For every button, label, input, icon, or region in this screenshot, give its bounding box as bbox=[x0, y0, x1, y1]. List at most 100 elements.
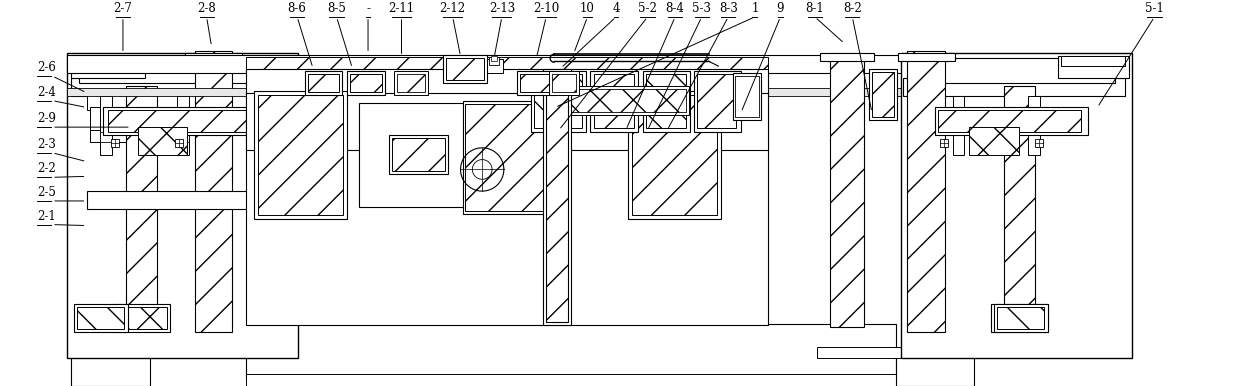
Text: 2-8: 2-8 bbox=[197, 2, 216, 15]
Bar bbox=[991, 304, 1048, 332]
Bar bbox=[195, 51, 232, 332]
Bar bbox=[872, 72, 894, 117]
Bar bbox=[246, 96, 768, 150]
Bar bbox=[246, 69, 768, 325]
Bar bbox=[71, 357, 150, 386]
Text: 8-3: 8-3 bbox=[719, 2, 738, 15]
Text: 2-5: 2-5 bbox=[37, 186, 56, 199]
Bar bbox=[543, 69, 570, 325]
Bar bbox=[190, 53, 237, 58]
Bar bbox=[443, 55, 487, 83]
Bar bbox=[817, 347, 990, 359]
Text: 2-10: 2-10 bbox=[533, 2, 559, 15]
Text: 2-12: 2-12 bbox=[440, 2, 466, 15]
Text: 2-4: 2-4 bbox=[37, 86, 56, 98]
Bar bbox=[1061, 56, 1125, 66]
Bar bbox=[546, 71, 568, 322]
Bar bbox=[552, 74, 575, 92]
Bar bbox=[67, 88, 952, 96]
Bar bbox=[388, 135, 448, 174]
Bar bbox=[999, 305, 1040, 327]
Bar bbox=[564, 89, 686, 112]
Bar bbox=[560, 86, 689, 115]
Bar bbox=[820, 53, 874, 61]
Bar bbox=[830, 53, 864, 327]
Text: 8-5: 8-5 bbox=[327, 2, 346, 15]
Bar bbox=[360, 103, 477, 207]
Text: 1: 1 bbox=[751, 2, 759, 15]
Bar bbox=[246, 325, 895, 376]
Text: 2-3: 2-3 bbox=[37, 138, 56, 151]
Bar bbox=[91, 130, 140, 142]
Bar bbox=[73, 304, 128, 332]
Bar bbox=[87, 191, 249, 209]
Bar bbox=[895, 357, 975, 386]
Bar bbox=[246, 324, 895, 378]
Text: 8-4: 8-4 bbox=[666, 2, 684, 15]
Bar bbox=[646, 74, 686, 128]
Text: 4: 4 bbox=[613, 2, 620, 15]
Text: 8-2: 8-2 bbox=[843, 2, 862, 15]
Bar bbox=[100, 132, 112, 142]
Bar bbox=[517, 71, 554, 95]
Bar bbox=[937, 110, 1080, 132]
Bar bbox=[632, 95, 718, 215]
Bar bbox=[697, 74, 737, 128]
Bar bbox=[869, 69, 897, 120]
Bar bbox=[73, 56, 140, 66]
Bar bbox=[67, 53, 298, 359]
Bar bbox=[393, 71, 428, 95]
Text: 8-1: 8-1 bbox=[806, 2, 825, 15]
Text: 2-13: 2-13 bbox=[489, 2, 515, 15]
Bar bbox=[952, 96, 965, 155]
Bar bbox=[463, 101, 551, 214]
Bar bbox=[903, 53, 950, 58]
Text: -: - bbox=[366, 2, 370, 15]
Bar bbox=[175, 139, 184, 147]
Bar bbox=[825, 53, 869, 58]
Bar bbox=[489, 57, 498, 65]
Bar bbox=[117, 307, 167, 329]
Bar bbox=[970, 127, 1018, 155]
Bar bbox=[78, 58, 285, 83]
Text: 2-1: 2-1 bbox=[37, 210, 56, 223]
Bar bbox=[590, 71, 637, 132]
Bar bbox=[642, 71, 689, 132]
Bar bbox=[994, 304, 1048, 332]
Bar bbox=[534, 74, 582, 128]
Text: 2-7: 2-7 bbox=[114, 2, 133, 15]
Bar bbox=[112, 139, 119, 147]
Bar bbox=[520, 74, 551, 92]
Text: 5-1: 5-1 bbox=[1145, 2, 1164, 15]
Bar bbox=[487, 59, 503, 73]
Bar bbox=[365, 105, 472, 204]
Bar bbox=[900, 53, 1132, 359]
Text: 10: 10 bbox=[580, 2, 595, 15]
Bar bbox=[549, 71, 579, 95]
Bar bbox=[77, 307, 124, 329]
Bar bbox=[108, 110, 250, 132]
Bar bbox=[909, 58, 1115, 83]
Bar bbox=[397, 74, 425, 92]
Bar bbox=[103, 107, 255, 135]
Bar bbox=[908, 51, 945, 332]
Bar bbox=[71, 78, 295, 96]
Bar bbox=[465, 103, 548, 211]
Bar bbox=[246, 93, 768, 150]
Bar bbox=[113, 304, 170, 332]
Bar bbox=[67, 55, 952, 73]
Bar bbox=[935, 107, 1087, 135]
Bar bbox=[446, 58, 484, 80]
Bar bbox=[185, 53, 242, 61]
Bar bbox=[1035, 139, 1043, 147]
Bar bbox=[177, 96, 188, 155]
Bar bbox=[258, 95, 343, 215]
Bar bbox=[305, 71, 342, 95]
Text: 9: 9 bbox=[776, 2, 784, 15]
Bar bbox=[91, 107, 140, 132]
Text: 8-6: 8-6 bbox=[288, 2, 306, 15]
Bar bbox=[1058, 56, 1128, 78]
Bar bbox=[87, 93, 249, 110]
Bar bbox=[126, 86, 157, 307]
Bar bbox=[71, 56, 145, 78]
